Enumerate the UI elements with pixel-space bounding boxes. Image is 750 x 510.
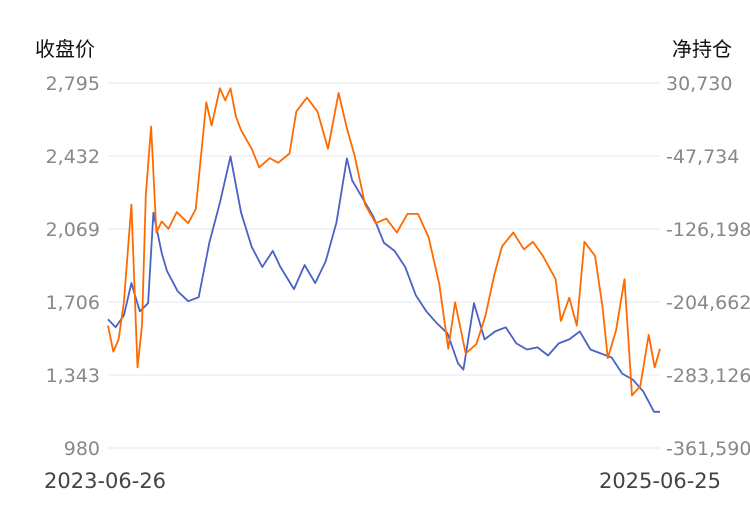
right-tick-label: -361,590	[666, 438, 750, 460]
left-axis-title: 收盘价	[35, 37, 95, 61]
right-tick-label: -204,662	[666, 292, 750, 314]
right-tick-label: -283,126	[666, 365, 750, 387]
left-axis-ticks: 2,795 2,432 2,069 1,706 1,343 980	[46, 73, 100, 460]
left-tick-label: 2,432	[46, 146, 100, 168]
right-tick-label: 30,730	[666, 73, 732, 95]
right-axis-title: 净持仓	[672, 37, 732, 61]
left-tick-label: 2,069	[46, 219, 100, 241]
right-tick-label: -47,734	[666, 146, 739, 168]
right-axis-ticks: 30,730 -47,734 -126,198 -204,662 -283,126 -36…	[666, 73, 750, 460]
x-end-date: 2025-06-25	[599, 469, 721, 493]
left-tick-label: 1,706	[46, 292, 100, 314]
left-tick-label: 1,343	[46, 365, 100, 387]
right-tick-label: -126,198	[666, 219, 750, 241]
series-line-net-position	[107, 87, 661, 397]
left-tick-label: 2,795	[46, 73, 100, 95]
left-tick-label: 980	[64, 438, 100, 460]
gridlines	[108, 82, 660, 449]
series-line-close-price	[107, 155, 660, 413]
x-start-date: 2023-06-26	[44, 469, 166, 493]
